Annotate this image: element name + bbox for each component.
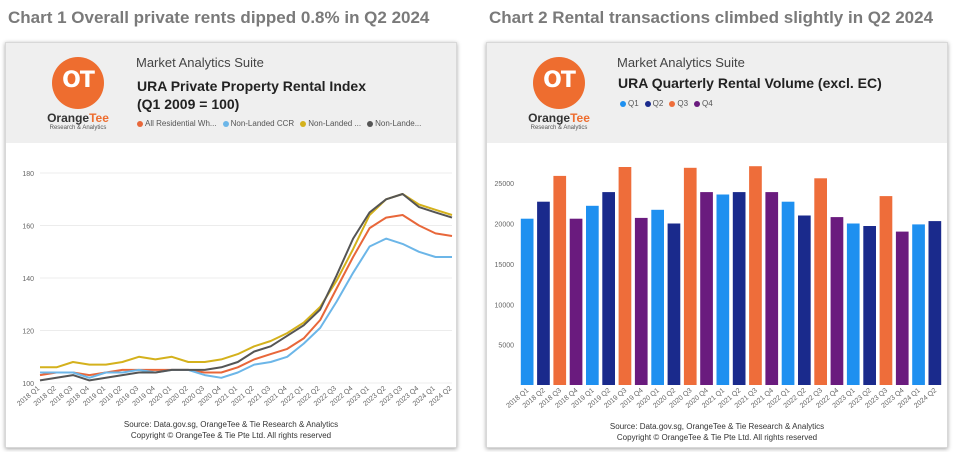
bar[interactable] <box>683 167 697 385</box>
bar[interactable] <box>537 201 550 385</box>
chart-title-line2: (Q1 2009 = 100) <box>137 96 240 112</box>
legend-label: Q3 <box>677 99 689 108</box>
y-tick-label: 160 <box>22 224 34 231</box>
y-tick-label: 25000 <box>495 181 515 188</box>
bar[interactable] <box>912 224 925 385</box>
suite-label: Market Analytics Suite <box>617 55 745 70</box>
legend-dot-icon <box>669 100 676 107</box>
bar[interactable] <box>846 223 860 386</box>
bar[interactable] <box>895 231 909 385</box>
series-line[interactable] <box>40 193 453 369</box>
panel-header: OT OrangeTee Research & Analytics Market… <box>6 43 456 143</box>
bar[interactable] <box>651 209 664 385</box>
y-tick-label: 140 <box>22 276 34 283</box>
legend-item[interactable]: Q4 <box>694 99 713 108</box>
legend-item[interactable]: Q1 <box>620 99 639 108</box>
bar[interactable] <box>634 217 648 385</box>
bar[interactable] <box>602 192 615 385</box>
chart-footer: Source: Data.gov.sg, OrangeTee & Tie Res… <box>487 421 947 443</box>
bar[interactable] <box>700 192 713 385</box>
chart-title-line1: URA Private Property Rental Index <box>137 78 366 94</box>
logo-circle-icon <box>52 57 104 109</box>
bar[interactable] <box>716 194 730 386</box>
logo-name: OrangeTee <box>528 111 590 125</box>
legend-label: Q1 <box>628 99 639 108</box>
bar[interactable] <box>928 221 942 385</box>
chart-title: URA Private Property Rental Index (Q1 20… <box>137 77 366 113</box>
y-tick-label: 5000 <box>498 343 514 350</box>
bar[interactable] <box>667 223 681 386</box>
legend-label: Non-Landed ... <box>308 119 362 128</box>
series-line[interactable] <box>39 193 453 382</box>
logo-mark: OT <box>543 68 576 93</box>
logo-subtitle: Research & Analytics <box>530 125 588 131</box>
legend-label: Q2 <box>652 99 664 108</box>
legend-item[interactable]: Non-Landed ... <box>300 119 361 128</box>
footer-source: Source: Data.gov.sg, OrangeTee & Tie Res… <box>123 420 339 429</box>
legend-dot-icon <box>222 120 229 127</box>
y-tick-label: 10000 <box>495 302 515 309</box>
bar[interactable] <box>781 201 795 385</box>
legend-label: Non-Lande... <box>375 119 422 128</box>
bar[interactable] <box>569 218 583 385</box>
bar[interactable] <box>618 167 632 385</box>
suite-label: Market Analytics Suite <box>136 55 264 70</box>
bar[interactable] <box>879 196 893 385</box>
chart-title: URA Quarterly Rental Volume (excl. EC) <box>618 75 882 91</box>
chart-footer: Source: Data.gov.sg, OrangeTee & Tie Res… <box>6 419 456 441</box>
bar[interactable] <box>586 205 599 385</box>
legend-item[interactable]: All Residential Wh... <box>137 119 217 128</box>
bar[interactable] <box>553 175 567 385</box>
logo-mark: OT <box>62 68 95 93</box>
legend-label: Non-Landed CCR <box>230 119 295 128</box>
legend-dot-icon <box>137 120 143 127</box>
logo-subtitle: Research & Analytics <box>49 125 107 131</box>
bar[interactable] <box>798 215 811 386</box>
bar[interactable] <box>732 192 746 385</box>
legend-dot-icon <box>620 100 626 107</box>
bar[interactable] <box>520 218 534 385</box>
legend-item[interactable]: Q2 <box>644 99 664 108</box>
chart-legend[interactable]: Q1 Q2 Q3 Q4 <box>620 99 719 108</box>
orangetee-logo: OT OrangeTee Research & Analytics <box>521 57 601 137</box>
bar[interactable] <box>814 178 827 385</box>
series-line[interactable] <box>40 237 452 379</box>
legend-item[interactable]: Q3 <box>669 99 688 108</box>
legend-dot-icon <box>644 100 651 107</box>
legend-item[interactable]: Non-Lande... <box>367 119 421 128</box>
legend-label: All Residential Wh... <box>145 119 217 128</box>
y-tick-label: 20000 <box>495 222 515 229</box>
footer-copyright: Copyright © OrangeTee & Tie Pte Ltd. All… <box>130 431 332 440</box>
legend-dot-icon <box>300 120 307 127</box>
y-tick-label: 180 <box>22 171 34 178</box>
logo-name: OrangeTee <box>47 111 109 125</box>
chart-legend[interactable]: All Residential Wh... Non-Landed CCR Non-L… <box>137 119 427 128</box>
panel-header: OT OrangeTee Research & Analytics Market… <box>487 43 947 143</box>
logo-circle-icon <box>533 57 585 109</box>
orangetee-logo: OT OrangeTee Research & Analytics <box>40 57 120 137</box>
legend-dot-icon <box>694 100 701 107</box>
y-tick-label: 15000 <box>495 262 515 269</box>
bar-chart-panel: OT OrangeTee Research & Analytics Market… <box>486 42 948 448</box>
chart1-heading: Chart 1 Overall private rents dipped 0.8… <box>8 8 430 27</box>
footer-copyright: Copyright © OrangeTee & Tie Pte Ltd. All… <box>616 433 818 442</box>
line-chart-panel: OT OrangeTee Research & Analytics Market… <box>5 42 457 448</box>
legend-item[interactable]: Non-Landed CCR <box>222 119 295 128</box>
bar[interactable] <box>765 192 779 385</box>
footer-source: Source: Data.gov.sg, OrangeTee & Tie Res… <box>609 422 825 431</box>
legend-label: Q4 <box>702 99 713 108</box>
chart2-heading: Chart 2 Rental transactions climbed slig… <box>489 8 934 27</box>
bar[interactable] <box>749 166 762 385</box>
bar[interactable] <box>863 226 876 385</box>
legend-dot-icon <box>367 120 374 127</box>
bar[interactable] <box>830 217 844 385</box>
y-tick-label: 100 <box>22 381 34 388</box>
y-tick-label: 120 <box>22 329 34 336</box>
